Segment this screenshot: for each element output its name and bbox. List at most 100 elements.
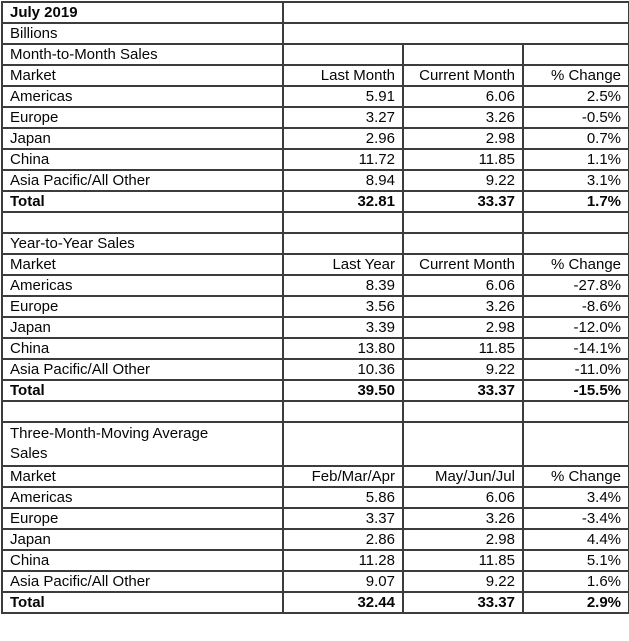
column-header-change: % Change <box>521 253 629 276</box>
cell-value: 8.94 <box>282 169 404 192</box>
empty-cell <box>1 211 284 234</box>
cell-market: Japan <box>1 127 284 150</box>
cell-market: China <box>1 549 284 572</box>
spacer-row <box>1 400 629 423</box>
table-row: China 13.80 11.85 -14.1% <box>1 337 629 360</box>
empty-cell <box>1 400 284 423</box>
cell-change: -8.6% <box>521 295 629 318</box>
cell-value: 6.06 <box>402 486 524 509</box>
cell-total-label: Total <box>1 591 284 614</box>
empty-cell <box>521 400 629 423</box>
cell-value: 9.22 <box>402 570 524 593</box>
cell-change: -12.0% <box>521 316 629 339</box>
cell-change: 1.1% <box>521 148 629 171</box>
total-row: Total 32.81 33.37 1.7% <box>1 190 629 213</box>
cell-market: Japan <box>1 528 284 551</box>
cell-value: 2.86 <box>282 528 404 551</box>
table-row-units: Billions <box>1 22 629 45</box>
cell-value: 2.96 <box>282 127 404 150</box>
cell-market: Americas <box>1 274 284 297</box>
cell-market: Americas <box>1 486 284 509</box>
empty-cell <box>521 211 629 234</box>
cell-value: 9.22 <box>402 169 524 192</box>
cell-total-value: 32.44 <box>282 591 404 614</box>
cell-value: 10.36 <box>282 358 404 381</box>
cell-total-change: 2.9% <box>521 591 629 614</box>
cell-market: Asia Pacific/All Other <box>1 570 284 593</box>
table-row: Europe 3.27 3.26 -0.5% <box>1 106 629 129</box>
cell-value: 5.91 <box>282 85 404 108</box>
empty-cell <box>281 1 629 24</box>
cell-value: 5.86 <box>282 486 404 509</box>
table-row: Europe 3.37 3.26 -3.4% <box>1 507 629 530</box>
empty-cell <box>521 43 629 66</box>
section-title: Three-Month-Moving Average Sales <box>1 421 284 467</box>
empty-cell <box>402 211 524 234</box>
cell-value: 6.06 <box>402 274 524 297</box>
column-header-period2: Current Month <box>402 253 524 276</box>
cell-change: 1.6% <box>521 570 629 593</box>
cell-value: 3.37 <box>282 507 404 530</box>
column-header-row: Market Last Month Current Month % Change <box>1 64 629 87</box>
empty-cell <box>402 232 524 255</box>
cell-value: 2.98 <box>402 316 524 339</box>
column-header-market: Market <box>1 465 284 488</box>
cell-value: 2.98 <box>402 127 524 150</box>
cell-value: 2.98 <box>402 528 524 551</box>
section-title-row: Year-to-Year Sales <box>1 232 629 255</box>
cell-change: -27.8% <box>521 274 629 297</box>
cell-total-label: Total <box>1 190 284 213</box>
cell-market: Europe <box>1 106 284 129</box>
column-header-period1: Last Month <box>282 64 404 87</box>
column-header-row: Market Feb/Mar/Apr May/Jun/Jul % Change <box>1 465 629 488</box>
cell-total-value: 32.81 <box>282 190 404 213</box>
column-header-change: % Change <box>521 64 629 87</box>
column-header-period1: Feb/Mar/Apr <box>282 465 404 488</box>
spacer-row <box>1 211 629 234</box>
cell-value: 9.07 <box>282 570 404 593</box>
cell-change: -11.0% <box>521 358 629 381</box>
section-title: Month-to-Month Sales <box>1 43 284 66</box>
empty-cell <box>521 232 629 255</box>
cell-change: -14.1% <box>521 337 629 360</box>
cell-value: 11.85 <box>402 337 524 360</box>
empty-cell <box>282 400 404 423</box>
column-header-period1: Last Year <box>282 253 404 276</box>
table-row: Japan 2.96 2.98 0.7% <box>1 127 629 150</box>
table-row: Japan 3.39 2.98 -12.0% <box>1 316 629 339</box>
table-row: Europe 3.56 3.26 -8.6% <box>1 295 629 318</box>
cell-value: 6.06 <box>402 85 524 108</box>
cell-change: 3.4% <box>521 486 629 509</box>
cell-market: Americas <box>1 85 284 108</box>
cell-total-change: -15.5% <box>521 379 629 402</box>
section-title-row: Month-to-Month Sales <box>1 43 629 66</box>
table-row: Asia Pacific/All Other 9.07 9.22 1.6% <box>1 570 629 593</box>
report-title: July 2019 <box>1 1 284 24</box>
empty-cell <box>282 43 404 66</box>
empty-cell <box>282 211 404 234</box>
column-header-market: Market <box>1 64 284 87</box>
cell-value: 3.39 <box>282 316 404 339</box>
column-header-period2: Current Month <box>402 64 524 87</box>
cell-value: 3.56 <box>282 295 404 318</box>
cell-total-label: Total <box>1 379 284 402</box>
cell-market: Japan <box>1 316 284 339</box>
cell-value: 11.85 <box>402 148 524 171</box>
cell-total-change: 1.7% <box>521 190 629 213</box>
cell-value: 11.72 <box>282 148 404 171</box>
table-row: Asia Pacific/All Other 10.36 9.22 -11.0% <box>1 358 629 381</box>
section-title-row: Three-Month-Moving Average Sales <box>1 421 629 467</box>
cell-value: 3.27 <box>282 106 404 129</box>
cell-value: 3.26 <box>402 106 524 129</box>
cell-total-value: 33.37 <box>402 379 524 402</box>
cell-change: 2.5% <box>521 85 629 108</box>
cell-market: China <box>1 337 284 360</box>
cell-market: Asia Pacific/All Other <box>1 358 284 381</box>
table-row: China 11.72 11.85 1.1% <box>1 148 629 171</box>
table-row: China 11.28 11.85 5.1% <box>1 549 629 572</box>
cell-market: Europe <box>1 507 284 530</box>
cell-total-value: 33.37 <box>402 591 524 614</box>
table-row: Americas 8.39 6.06 -27.8% <box>1 274 629 297</box>
cell-market: Asia Pacific/All Other <box>1 169 284 192</box>
